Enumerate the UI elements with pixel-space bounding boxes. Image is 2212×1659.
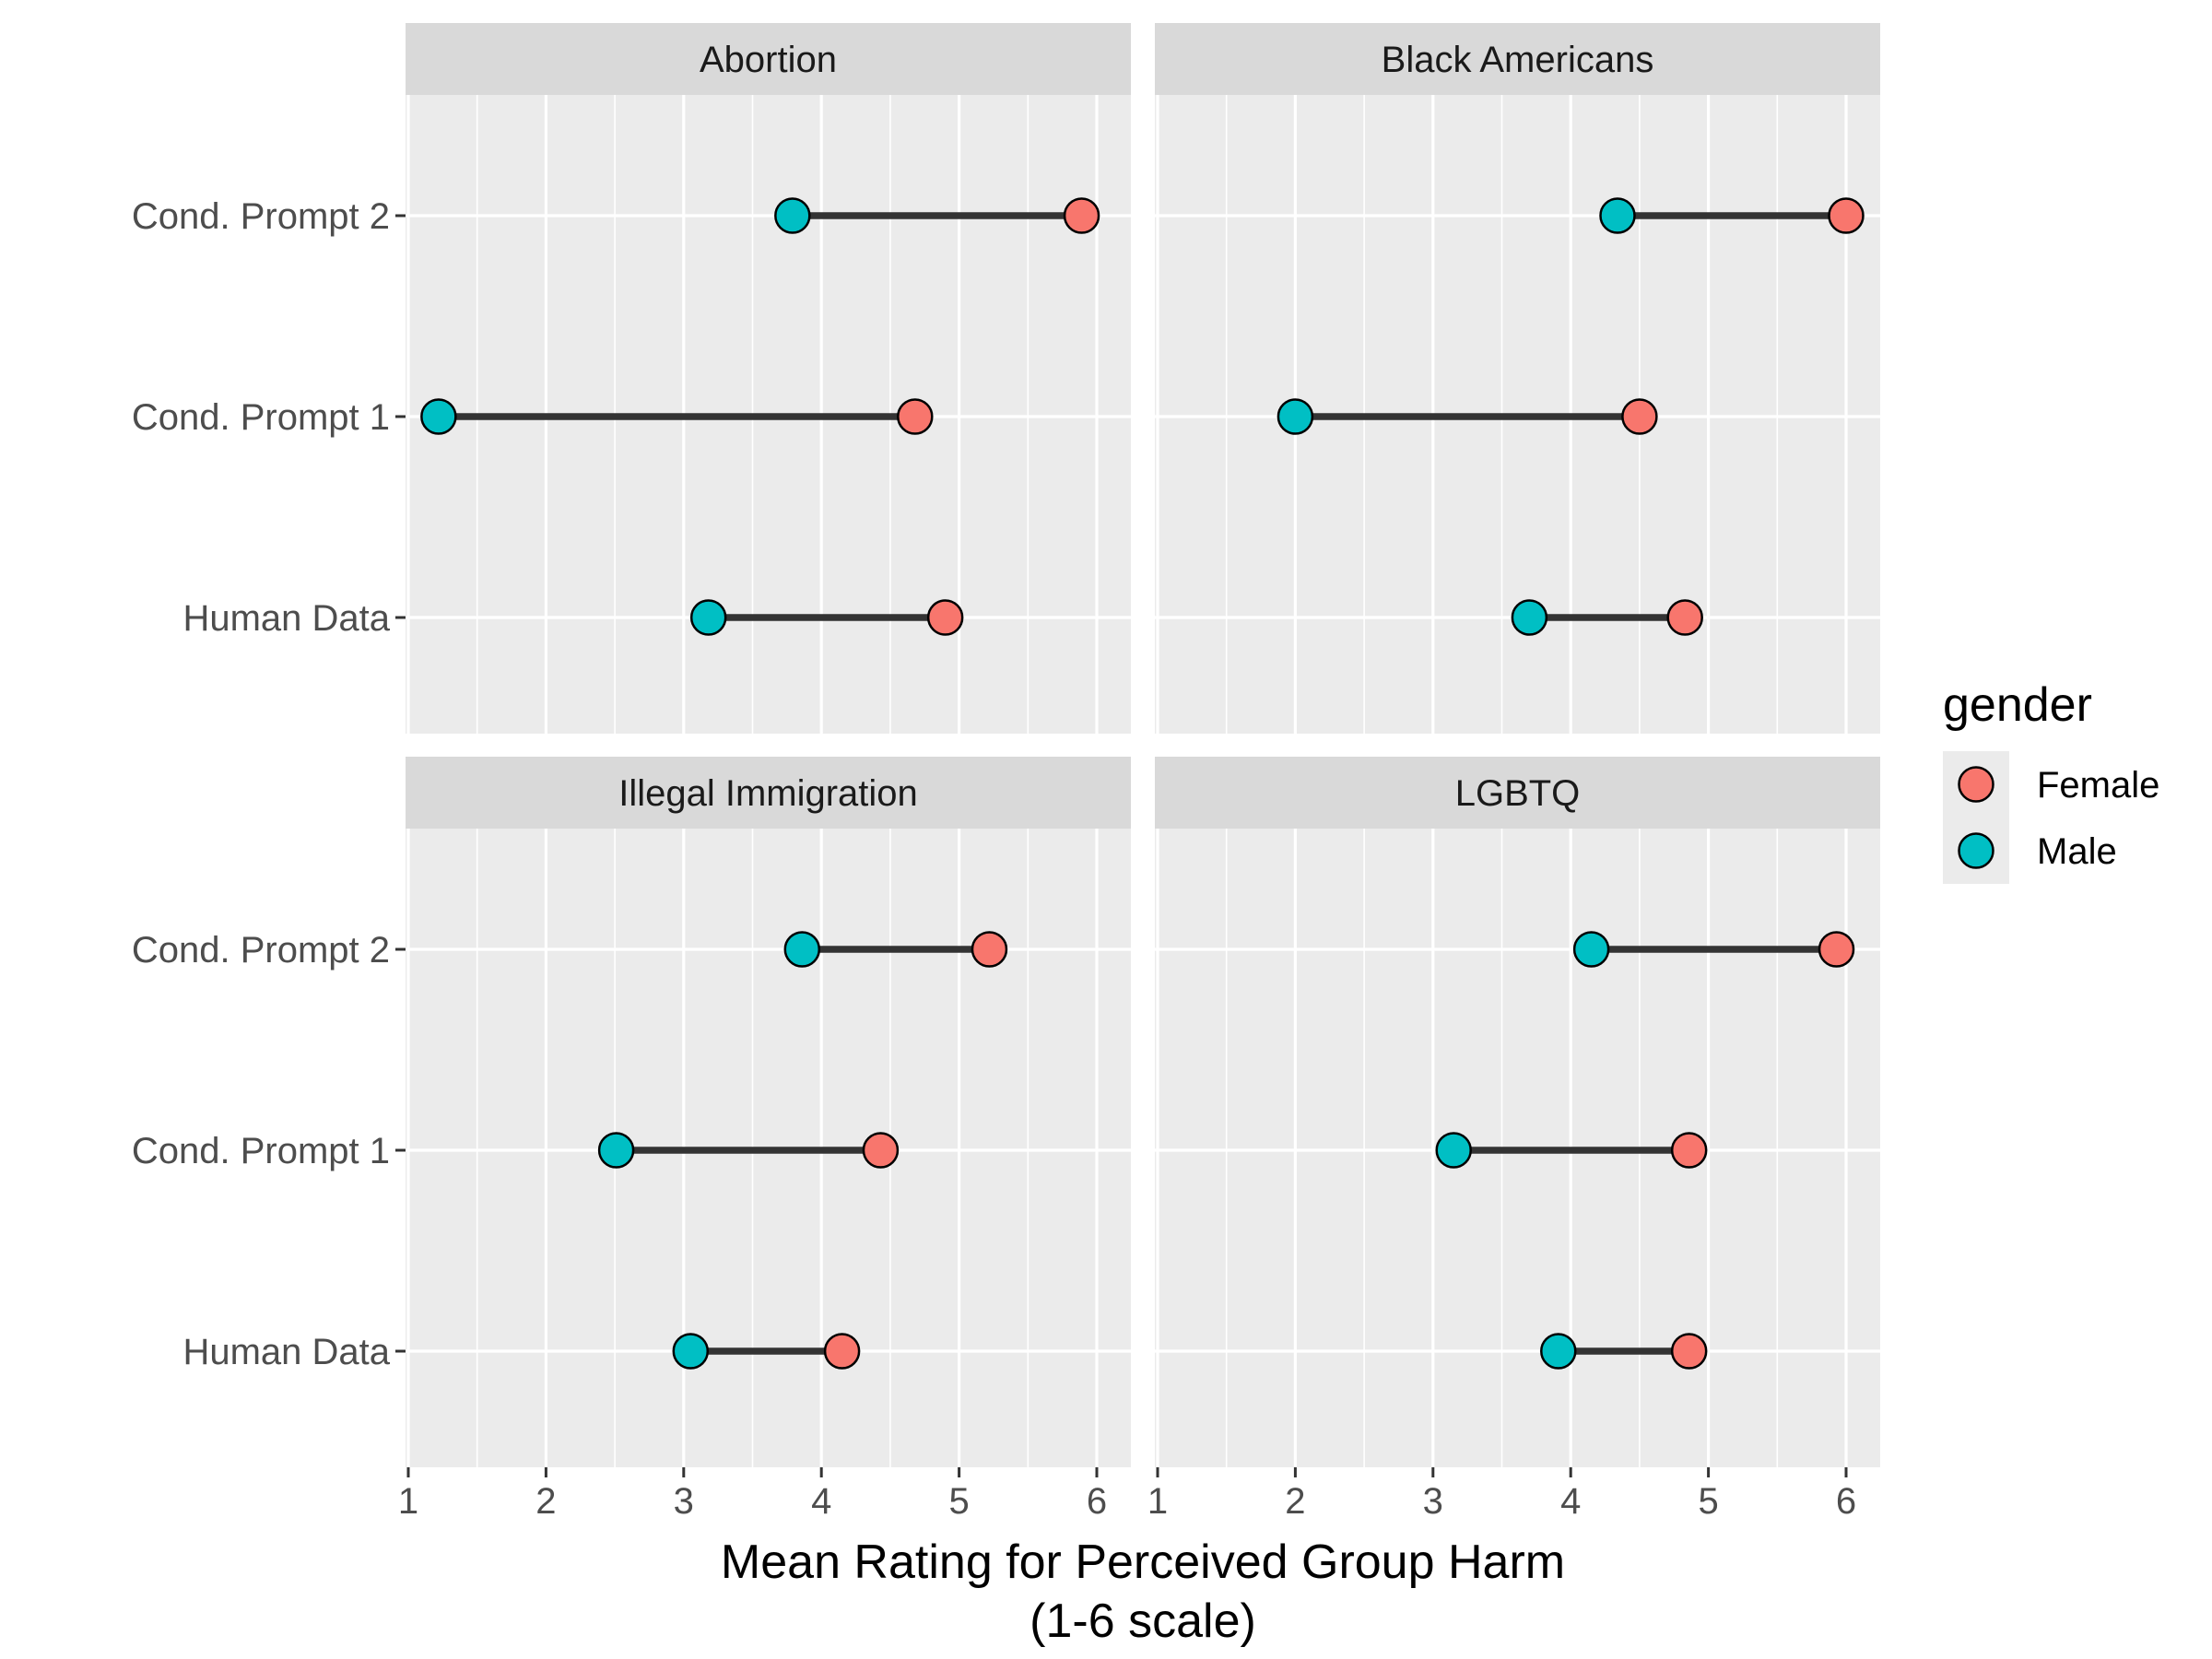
panel-strip bbox=[406, 23, 1131, 95]
point-male bbox=[1572, 931, 1610, 968]
point-male bbox=[597, 1132, 635, 1169]
point-female bbox=[1828, 197, 1865, 234]
panel-black-americans: Black Americans bbox=[1155, 23, 1880, 734]
point-male bbox=[774, 197, 811, 234]
point-male bbox=[689, 599, 727, 636]
legend-label-female: Female bbox=[2037, 765, 2159, 806]
point-female bbox=[862, 1132, 900, 1169]
legend-key-male bbox=[1958, 832, 1994, 869]
point-male bbox=[1277, 398, 1314, 435]
axes-layer: Cond. Prompt 2 Cond. Prompt 1 Human Data Co… bbox=[132, 196, 1856, 1522]
legend-key-female bbox=[1958, 766, 1994, 803]
panel-title: Black Americans bbox=[1382, 40, 1654, 80]
point-female bbox=[1670, 1132, 1708, 1169]
x-axis-title-line2: (1-6 scale) bbox=[1030, 1594, 1256, 1648]
legend-keys: Female Male bbox=[1943, 751, 2159, 884]
panel-strip bbox=[1155, 23, 1880, 95]
x-tick-label: 4 bbox=[1560, 1481, 1581, 1522]
point-female bbox=[1666, 599, 1703, 636]
point-male bbox=[420, 398, 457, 435]
point-male bbox=[783, 931, 821, 968]
x-tick-label: 6 bbox=[1836, 1481, 1856, 1522]
x-tick-label: 5 bbox=[1698, 1481, 1718, 1522]
panel-strip bbox=[406, 757, 1131, 829]
y-tick-label: Human Data bbox=[182, 1332, 390, 1372]
y-tick-label: Human Data bbox=[182, 598, 390, 639]
x-tick-label: 2 bbox=[1285, 1481, 1305, 1522]
x-axis-title-line1: Mean Rating for Perceived Group Harm bbox=[721, 1535, 1565, 1589]
panel-title: Illegal Immigration bbox=[618, 773, 918, 814]
legend-label-male: Male bbox=[2037, 831, 2117, 872]
x-tick-label: 3 bbox=[674, 1481, 694, 1522]
panel-lgbtq: LGBTQ bbox=[1155, 757, 1880, 1467]
point-female bbox=[1670, 1333, 1708, 1370]
panels-layer: Abortion Black Americans Illegal Immigrati… bbox=[406, 23, 1880, 1467]
x-tick-label: 2 bbox=[535, 1481, 556, 1522]
point-female bbox=[897, 398, 934, 435]
legend-title: gender bbox=[1943, 678, 2092, 732]
point-female bbox=[1621, 398, 1658, 435]
panel-abortion: Abortion bbox=[406, 23, 1131, 734]
point-male bbox=[1599, 197, 1636, 234]
panel-illegal-immigration: Illegal Immigration bbox=[406, 757, 1131, 1467]
x-tick-label: 4 bbox=[811, 1481, 831, 1522]
y-tick-label: Cond. Prompt 1 bbox=[132, 1131, 390, 1171]
panel-title: LGBTQ bbox=[1455, 773, 1581, 814]
point-male bbox=[672, 1333, 710, 1370]
point-female bbox=[1818, 931, 1855, 968]
y-tick-label: Cond. Prompt 2 bbox=[132, 196, 390, 237]
panel-title: Abortion bbox=[700, 40, 837, 80]
legend: gender Female Male bbox=[1943, 678, 2159, 884]
x-tick-label: 1 bbox=[398, 1481, 418, 1522]
point-male bbox=[1435, 1132, 1472, 1169]
y-tick-label: Cond. Prompt 2 bbox=[132, 930, 390, 971]
point-female bbox=[823, 1333, 861, 1370]
point-male bbox=[1540, 1333, 1577, 1370]
x-tick-label: 5 bbox=[948, 1481, 969, 1522]
point-male bbox=[1511, 599, 1548, 636]
y-tick-label: Cond. Prompt 1 bbox=[132, 397, 390, 438]
x-tick-label: 3 bbox=[1423, 1481, 1443, 1522]
panel-strip bbox=[1155, 757, 1880, 829]
point-female bbox=[971, 931, 1008, 968]
point-female bbox=[926, 599, 964, 636]
x-tick-label: 6 bbox=[1087, 1481, 1107, 1522]
x-tick-label: 1 bbox=[1147, 1481, 1168, 1522]
point-female bbox=[1063, 197, 1100, 234]
